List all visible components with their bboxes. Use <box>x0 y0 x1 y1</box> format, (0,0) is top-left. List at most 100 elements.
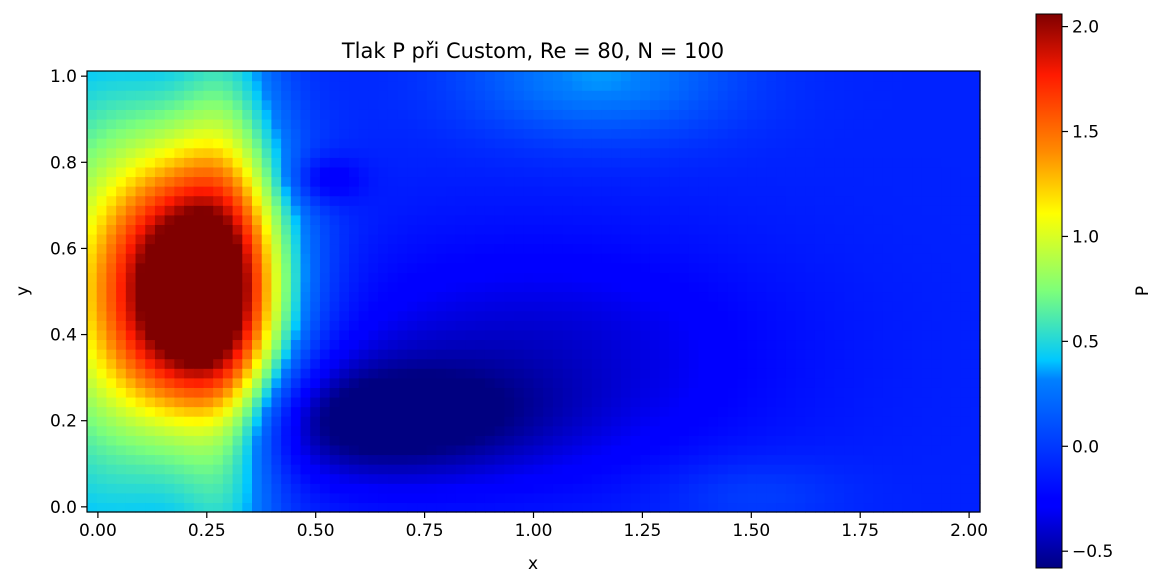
heatmap-cell <box>717 301 729 312</box>
heatmap-cell <box>465 90 476 101</box>
heatmap-cell <box>611 80 622 91</box>
heatmap-cell <box>135 109 146 120</box>
heatmap-cell <box>407 176 418 187</box>
heatmap-cell <box>669 186 680 197</box>
heatmap-cell <box>960 253 971 264</box>
heatmap-cell <box>552 243 564 254</box>
heatmap-cell <box>261 118 273 130</box>
heatmap-cell <box>698 406 709 417</box>
heatmap-cell <box>281 224 292 235</box>
heatmap-cell <box>853 396 865 408</box>
heatmap-cell <box>106 483 117 494</box>
heatmap-cell <box>484 90 496 101</box>
heatmap-cell <box>708 368 719 379</box>
heatmap-cell <box>116 195 127 206</box>
heatmap-cell <box>853 118 865 130</box>
heatmap-cell <box>252 99 263 110</box>
heatmap-cell <box>562 109 573 120</box>
heatmap-cell <box>747 483 758 494</box>
heatmap-cell <box>552 310 564 321</box>
heatmap-cell <box>708 186 719 197</box>
heatmap-cell <box>892 128 903 139</box>
heatmap-cell <box>184 492 195 504</box>
heatmap-cell <box>232 109 243 120</box>
heatmap-cell <box>290 349 302 360</box>
heatmap-cell <box>106 387 117 398</box>
heatmap-cell <box>154 368 166 379</box>
heatmap-cell <box>620 396 632 408</box>
heatmap-cell <box>378 138 389 149</box>
heatmap-cell <box>387 186 399 197</box>
heatmap-cell <box>329 473 340 484</box>
heatmap-cell <box>921 349 933 360</box>
heatmap-cell <box>873 416 884 427</box>
heatmap-cell <box>698 71 709 82</box>
heatmap-cell <box>756 444 768 456</box>
heatmap-cell <box>630 396 641 408</box>
heatmap-cell <box>154 387 166 398</box>
heatmap-cell <box>368 435 379 446</box>
heatmap-cell <box>213 473 224 484</box>
heatmap-cell <box>397 396 408 408</box>
heatmap-cell <box>87 224 98 235</box>
heatmap-cell <box>106 320 117 331</box>
heatmap-cell <box>737 272 748 283</box>
heatmap-cell <box>882 157 894 168</box>
heatmap-cell <box>232 492 243 504</box>
heatmap-cell <box>649 186 661 197</box>
heatmap-cell <box>931 71 942 82</box>
heatmap-cell <box>145 368 156 379</box>
heatmap-cell <box>378 339 389 350</box>
heatmap-cell <box>941 272 952 283</box>
heatmap-cell <box>271 339 282 350</box>
heatmap-cell <box>669 272 680 283</box>
heatmap-cell <box>300 99 311 110</box>
heatmap-cell <box>310 118 321 130</box>
heatmap-cell <box>349 128 360 139</box>
heatmap-cell <box>193 205 205 216</box>
heatmap-cell <box>358 377 370 388</box>
heatmap-cell <box>135 71 146 82</box>
heatmap-cell <box>892 214 903 225</box>
heatmap-cell <box>135 233 146 245</box>
heatmap-cell <box>737 310 748 321</box>
heatmap-cell <box>494 377 505 388</box>
heatmap-cell <box>921 138 933 149</box>
heatmap-cell <box>242 435 253 446</box>
heatmap-cell <box>649 339 661 350</box>
heatmap-cell <box>533 473 544 484</box>
heatmap-cell <box>290 186 302 197</box>
heatmap-cell <box>727 176 738 187</box>
heatmap-cell <box>164 416 175 427</box>
heatmap-cell <box>776 320 787 331</box>
heatmap-cell <box>708 253 719 264</box>
heatmap-cell <box>261 195 273 206</box>
heatmap-cell <box>252 233 263 245</box>
heatmap-cell <box>630 301 641 312</box>
heatmap-cell <box>184 387 195 398</box>
heatmap-cell <box>562 502 573 513</box>
heatmap-cell <box>436 416 447 427</box>
heatmap-cell <box>397 454 408 465</box>
heatmap-cell <box>387 358 399 369</box>
heatmap-cell <box>358 195 370 206</box>
heatmap-cell <box>669 368 680 379</box>
heatmap-cell <box>776 233 787 245</box>
heatmap-cell <box>747 301 758 312</box>
heatmap-cell <box>814 80 826 91</box>
heatmap-cell <box>446 272 457 283</box>
heatmap-cell <box>669 492 680 504</box>
heatmap-cell <box>960 157 971 168</box>
heatmap-cell <box>640 473 651 484</box>
heatmap-cell <box>552 464 564 475</box>
heatmap-cell <box>329 99 340 110</box>
heatmap-cell <box>378 224 389 235</box>
heatmap-cell <box>591 262 603 273</box>
heatmap-cell <box>950 253 962 264</box>
heatmap-cell <box>116 387 127 398</box>
heatmap-cell <box>426 377 438 388</box>
heatmap-cell <box>659 205 670 216</box>
heatmap-cell <box>261 291 273 302</box>
heatmap-cell <box>737 444 748 456</box>
heatmap-cell <box>669 416 680 427</box>
